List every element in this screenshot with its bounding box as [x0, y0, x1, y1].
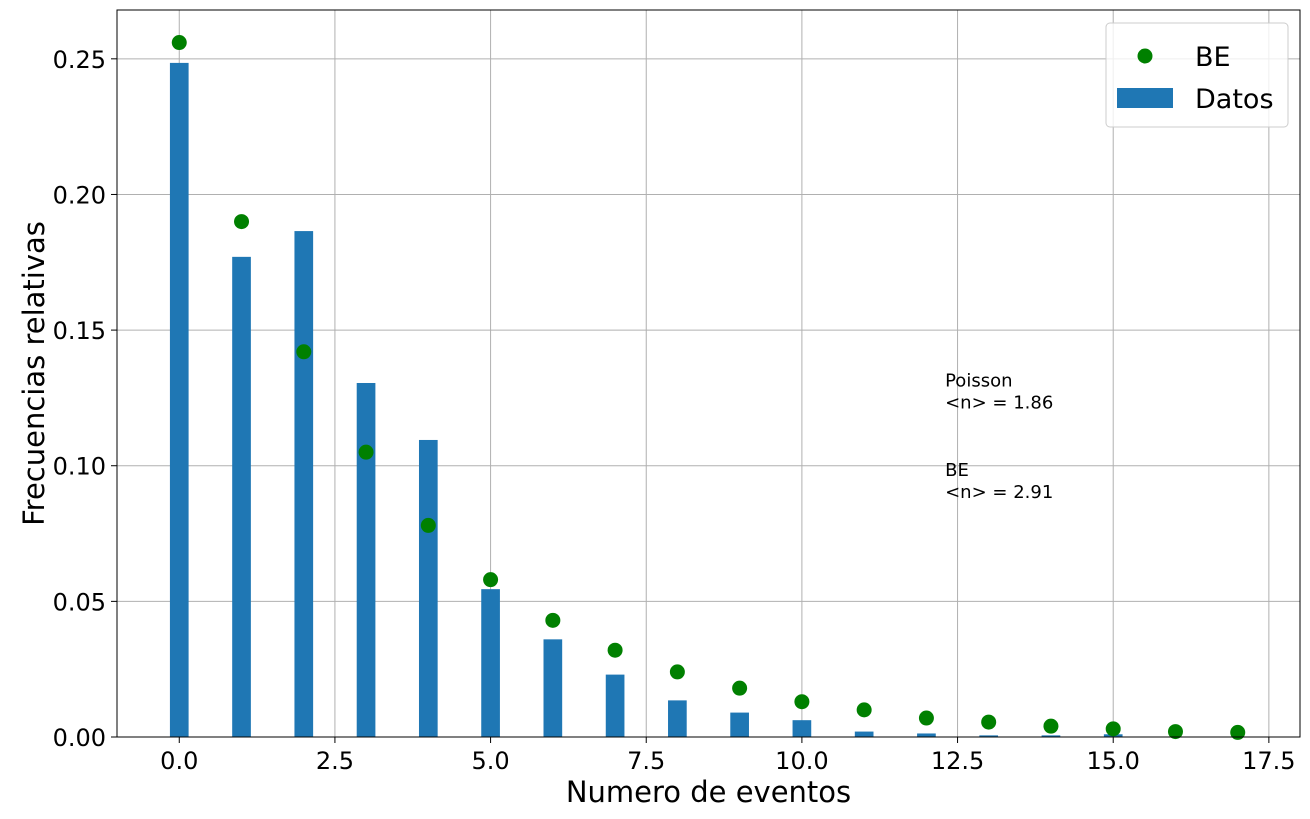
- x-tick-label: 5.0: [471, 747, 509, 775]
- annotation-line: Poisson: [945, 371, 1012, 392]
- point-be-10: [794, 694, 810, 710]
- grid: [117, 10, 1300, 738]
- y-tick-label: 0.00: [53, 724, 106, 752]
- point-be-7: [607, 642, 623, 658]
- legend-be-marker: [1137, 48, 1153, 64]
- point-be-8: [669, 664, 685, 680]
- point-be-16: [1167, 724, 1183, 740]
- bar-datos-9: [730, 712, 749, 737]
- point-be-14: [1043, 718, 1059, 734]
- point-be-17: [1230, 724, 1246, 740]
- bar-datos-12: [917, 733, 936, 737]
- y-tick-label: 0.05: [53, 588, 106, 616]
- point-be-11: [856, 702, 872, 718]
- legend-datos-marker: [1117, 88, 1173, 108]
- annotation-line: BE: [945, 460, 969, 481]
- y-tick-label: 0.15: [53, 317, 106, 345]
- point-be-3: [358, 444, 374, 460]
- point-be-15: [1105, 721, 1121, 737]
- y-tick-label: 0.10: [53, 453, 106, 481]
- y-tick-label: 0.25: [53, 46, 106, 74]
- bar-datos-2: [294, 231, 314, 737]
- bar-datos-3: [356, 382, 376, 737]
- bar-datos-7: [605, 674, 625, 737]
- x-tick-label: 12.5: [931, 747, 984, 775]
- annotation-line: <n> = 1.86: [945, 393, 1053, 414]
- x-axis-ticks: 0.0 2.5 5.0 7.5 10.0 12.5 15.0 17.5: [160, 737, 1296, 775]
- bar-datos-5: [481, 589, 500, 737]
- bar-datos-1: [232, 256, 251, 737]
- x-axis-label: Numero de eventos: [566, 775, 851, 809]
- bar-datos-10: [792, 720, 812, 737]
- bar-datos-14: [1041, 735, 1061, 737]
- bar-datos-6: [543, 639, 563, 737]
- x-tick-label: 17.5: [1242, 747, 1295, 775]
- bar-datos-11: [854, 731, 874, 737]
- legend: BE Datos: [1105, 22, 1289, 128]
- point-be-2: [296, 344, 312, 360]
- legend-be-label: BE: [1195, 42, 1231, 73]
- point-be-6: [545, 612, 561, 628]
- point-be-5: [483, 572, 499, 588]
- bar-datos-0: [169, 62, 189, 737]
- point-be-1: [234, 214, 250, 230]
- bar-datos-8: [668, 700, 687, 737]
- point-be-4: [420, 517, 436, 533]
- y-axis-ticks: 0.00 0.05 0.10 0.15 0.20 0.25: [53, 46, 117, 752]
- annotation-line: <n> = 2.91: [945, 482, 1053, 503]
- legend-datos-label: Datos: [1195, 84, 1274, 115]
- x-tick-label: 2.5: [316, 747, 354, 775]
- x-tick-label: 15.0: [1086, 747, 1139, 775]
- y-axis-label: Frecuencias relativas: [17, 221, 51, 526]
- point-be-13: [981, 714, 997, 730]
- x-tick-label: 7.5: [627, 747, 665, 775]
- plot-frame: [116, 9, 1301, 738]
- bar-datos-13: [979, 735, 999, 737]
- x-tick-label: 0.0: [160, 747, 198, 775]
- bar-datos-4: [418, 439, 438, 737]
- annotations: Poisson<n> = 1.86 BE<n> = 2.91: [945, 371, 1053, 504]
- point-be-12: [918, 710, 934, 726]
- point-be-0: [171, 35, 187, 51]
- scatter-series-be: [171, 35, 1246, 740]
- y-tick-label: 0.20: [53, 181, 106, 209]
- x-tick-label: 10.0: [775, 747, 828, 775]
- point-be-9: [732, 680, 748, 696]
